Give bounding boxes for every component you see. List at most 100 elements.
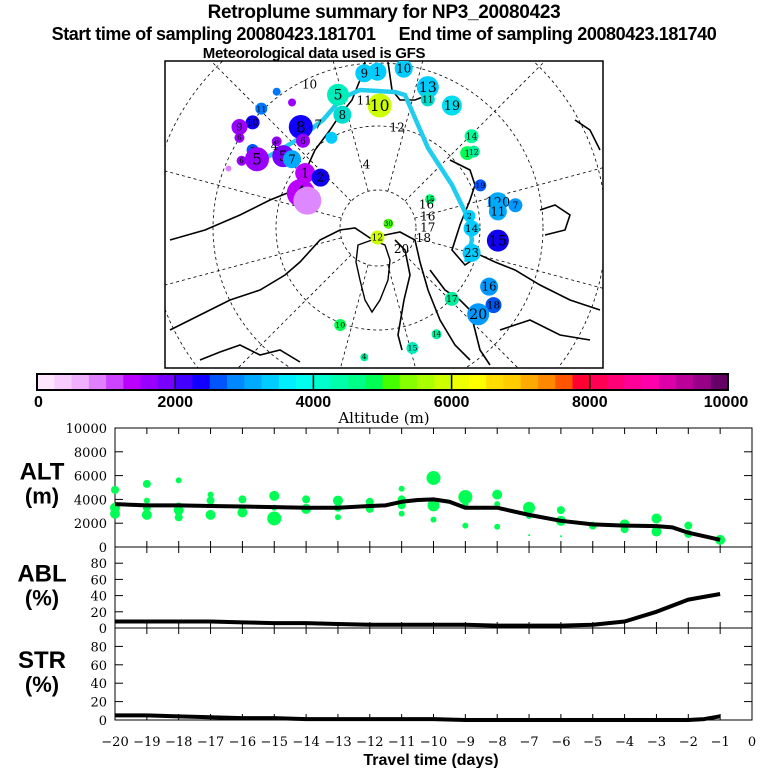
plume-marker-dot [441,95,462,116]
colorbar-swatch [468,374,487,390]
plume-marker-label: 30 [384,220,393,228]
plume-marker: 2 [463,210,476,223]
alt-point [492,489,503,500]
colorbar-swatch [106,374,124,390]
plume-marker-label: 20 [469,307,487,323]
colorbar-swatch [417,374,435,390]
colorbar-swatch [278,374,297,390]
plume-marker-label: 17 [446,295,458,305]
plume-marker: 4 [360,353,369,362]
y-axis-label: ABL [17,561,66,588]
x-tick-label: −20 [101,735,128,750]
plume-marker-label: 16 [482,280,497,294]
plume-marker-dot [467,303,490,326]
y-tick-label: 20 [90,696,107,711]
colorbar-swatch [676,374,694,390]
y-tick-label: 4000 [74,493,107,508]
colorbar-swatch [641,374,660,390]
plume-marker-label: 14 [432,330,441,338]
plume-marker-dot [463,210,476,223]
plume-marker: 9 [231,119,248,136]
day-label: 11 [357,94,372,108]
start-time-label: Start time of sampling 20080423.181701 [51,24,376,44]
colorbar-swatch [520,374,539,390]
coastline [169,61,366,241]
plume-marker-dot [486,229,509,252]
day-label: 4 [363,157,371,171]
plume-marker-label: 1 [464,149,470,159]
plume-marker-dot [367,93,392,118]
colorbar-tick-label: 6000 [434,394,470,411]
plume-marker-label: 8 [296,118,306,136]
colorbar-swatch [624,374,643,390]
plume-marker: 11 [488,202,507,221]
plume-marker: 13 [416,76,439,99]
colorbar-swatch [227,374,245,390]
plume-marker-dot [288,98,297,107]
latitude-circle [212,62,544,368]
plume-marker-dot [485,297,502,314]
alt-point [175,477,182,484]
plume-marker-dot [334,319,347,332]
plume-marker-dot [462,243,481,262]
y-tick-label: 6000 [74,470,107,485]
coastline [574,119,601,151]
colorbar-tick-label: 0 [34,394,43,411]
plume-marker: 10 [245,115,260,130]
colorbar-swatch [382,374,401,390]
plume-marker-label: 8 [339,108,346,122]
plume-marker-label: 15 [408,344,418,353]
altitude-colorbar: 0 2000 4000 6000 8000 10000 [34,373,748,411]
alt-point [142,479,151,488]
alt-point [238,495,247,504]
colorbar-swatch [399,374,418,390]
colorbar-swatch [313,374,332,390]
plume-marker-dot [311,168,330,187]
plume-marker: 23 [462,243,481,262]
plume-marker-label: 12 [469,147,479,156]
x-tick-label: −11 [388,735,415,750]
str-line [115,713,721,722]
plume-marker-dot [355,64,374,83]
plume-marker-dot [420,92,435,107]
plume-marker-dot [406,342,419,355]
plume-marker-dot [271,136,282,147]
plume-marker-label: 6 [274,138,279,146]
y-tick-label: 60 [90,573,107,588]
y-axis-label: (%) [25,586,59,611]
latitude-circle [339,189,417,267]
plume-marker: 5 [327,83,350,106]
plume-marker: 2 [311,168,330,187]
colorbar-swatch [175,374,193,390]
plume-marker-dot [327,83,350,106]
x-tick-label: −7 [519,735,538,750]
plume-marker-dot [394,61,413,78]
x-tick-label: −16 [229,735,256,750]
day-label: 20 [394,242,409,256]
alt-point [237,507,248,518]
alt-point [174,513,183,522]
plume-marker-label: 10 [370,97,390,115]
colorbar-swatch [140,374,159,390]
colorbar-swatch [37,374,55,390]
y-axis-label: ALT [20,459,65,486]
panel-str: 0 20 40 60 80 STR(%) [18,627,753,729]
plume-marker-label: 2 [467,212,472,221]
plume-marker-label: 15 [426,195,435,203]
alt-point [684,521,693,530]
coastline [169,227,471,361]
coastline [539,204,571,236]
alt-point [494,501,501,508]
plume-marker [225,165,232,172]
plume-marker-label: 6 [239,157,244,165]
alt-point [111,485,119,494]
colorbar-swatch [572,374,591,390]
alt-point [269,490,280,501]
alt-point [523,501,536,514]
plume-marker-dot [333,105,352,124]
colorbar-swatch [589,374,608,390]
plume-marker-dot [283,150,302,169]
plume-marker-label: 1 [301,167,309,182]
day-label: 10 [302,78,317,92]
